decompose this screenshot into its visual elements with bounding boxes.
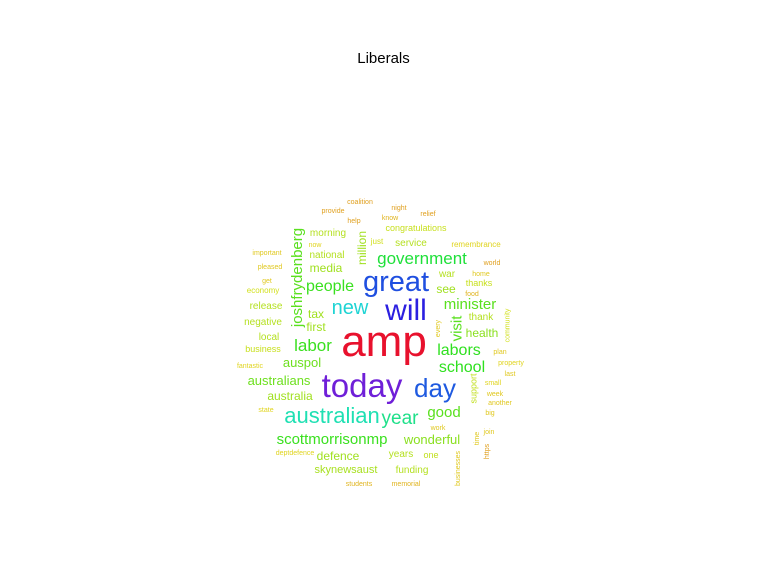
word-now: now [308, 241, 322, 249]
word-health: health [465, 326, 499, 340]
word-years: years [388, 449, 414, 460]
word-new: new [331, 297, 369, 319]
word-amp: amp [341, 317, 427, 366]
word-day: day [414, 373, 456, 403]
word-fantastic: fantastic [236, 362, 264, 370]
word-know: know [381, 214, 399, 222]
word-national: national [309, 250, 345, 261]
word-first: first [306, 320, 326, 334]
word-local: local [258, 332, 280, 343]
word-negative: negative [244, 317, 282, 328]
word-time: time [474, 431, 482, 445]
word-year: year [381, 407, 419, 429]
word-australia: australia [267, 389, 313, 403]
word-one: one [423, 449, 439, 460]
word-night: night [391, 204, 407, 212]
word-world: world [483, 259, 501, 267]
word-deptdefence: deptdefence [275, 449, 315, 457]
word-labor: labor [294, 335, 332, 355]
word-skynewsaust: skynewsaust [314, 463, 378, 476]
word-school: school [438, 359, 486, 376]
word-week: week [486, 390, 504, 398]
word-morning: morning [309, 228, 347, 239]
word-support: support [468, 372, 479, 404]
word-see: see [436, 282, 456, 296]
word-thanks: thanks [465, 277, 493, 288]
word-government: government [377, 248, 467, 268]
word-last: last [504, 370, 516, 378]
word-war: war [438, 269, 456, 280]
word-people: people [305, 278, 355, 295]
word-remembrance: remembrance [451, 240, 501, 249]
word-coalition: coalition [347, 198, 373, 206]
word-visit: visit [448, 315, 466, 341]
word-will: will [385, 294, 427, 327]
word-plan: plan [493, 348, 507, 356]
word-community: community [504, 308, 512, 342]
word-congratulations: congratulations [385, 222, 447, 233]
word-provide: provide [321, 207, 345, 215]
chart-title: Liberals [357, 50, 410, 67]
word-auspol: auspol [282, 354, 322, 370]
word-pleased: pleased [257, 263, 283, 271]
word-another: another [488, 399, 512, 407]
word-release: release [249, 301, 283, 312]
word-service: service [395, 238, 427, 249]
word-relief: relief [420, 210, 436, 218]
word-million: million [354, 230, 369, 266]
word-scottmorrisonmp: scottmorrisonmp [276, 430, 388, 448]
word-minister: minister [443, 295, 497, 313]
word-home: home [472, 270, 490, 278]
word-wonderful: wonderful [403, 431, 461, 447]
word-tax: tax [307, 307, 324, 321]
word-australians: australians [247, 372, 311, 388]
word-work: work [430, 424, 446, 432]
word-just: just [370, 237, 384, 246]
word-joshfrydenberg: joshfrydenberg [289, 227, 307, 327]
word-https: https [484, 443, 492, 459]
word-business: business [245, 343, 281, 354]
word-media: media [309, 261, 343, 275]
word-labors: labors [437, 342, 481, 359]
word-good: good [427, 403, 461, 421]
word-today: today [321, 366, 403, 404]
word-get: get [262, 277, 272, 285]
word-memorial: memorial [391, 480, 421, 488]
word-thank: thank [468, 312, 494, 323]
word-important: important [252, 249, 282, 257]
word-funding: funding [395, 465, 429, 476]
word-join: join [483, 428, 495, 436]
word-help: help [347, 217, 361, 225]
word-big: big [485, 409, 495, 417]
word-small: small [484, 379, 502, 387]
word-australian: australian [284, 403, 380, 428]
word-defence: defence [316, 449, 360, 463]
word-food: food [465, 290, 479, 298]
word-every: every [435, 319, 443, 337]
word-property: property [498, 359, 524, 367]
word-businesses: businesses [455, 450, 463, 486]
word-state: state [258, 406, 274, 414]
word-great: great [362, 265, 430, 298]
word-economy: economy [246, 286, 280, 295]
word-students: students [345, 480, 373, 488]
